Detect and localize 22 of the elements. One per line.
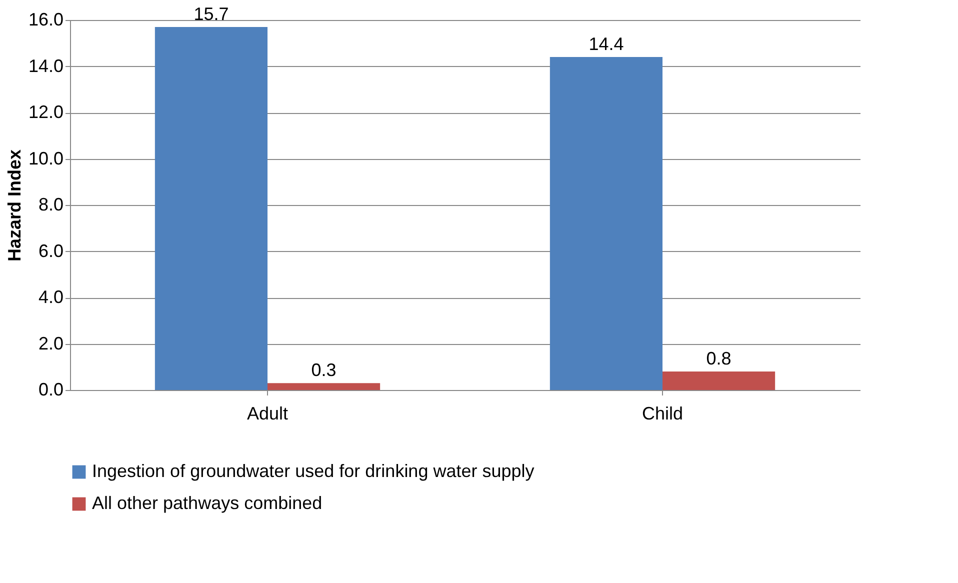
data-label: 15.7: [194, 4, 229, 24]
bar: [550, 57, 662, 390]
x-tick-label: Adult: [246, 404, 288, 424]
y-tick-label: 6.0: [38, 240, 64, 261]
y-tick-label: 14.0: [28, 56, 64, 76]
y-tick-label: 10.0: [28, 148, 64, 168]
data-label: 0.8: [706, 348, 732, 368]
y-tick-label: 2.0: [38, 333, 64, 354]
x-tick-label: Child: [642, 404, 684, 424]
y-tick-label: 8.0: [38, 194, 64, 214]
y-tick-label: 4.0: [38, 287, 64, 307]
bar: [268, 383, 380, 390]
legend-label: Ingestion of groundwater used for drinking water supply: [92, 461, 534, 481]
y-tick-label: 16.0: [28, 10, 64, 30]
y-tick-label: 0.0: [38, 380, 64, 400]
data-label: 14.4: [588, 34, 624, 54]
bar: [662, 372, 776, 390]
y-axis-title: Hazard Index: [4, 149, 24, 262]
data-label: 0.3: [311, 360, 336, 380]
legend-label: All other pathways combined: [92, 493, 322, 513]
bar: [154, 26, 268, 390]
y-tick-label: 12.0: [28, 102, 64, 122]
